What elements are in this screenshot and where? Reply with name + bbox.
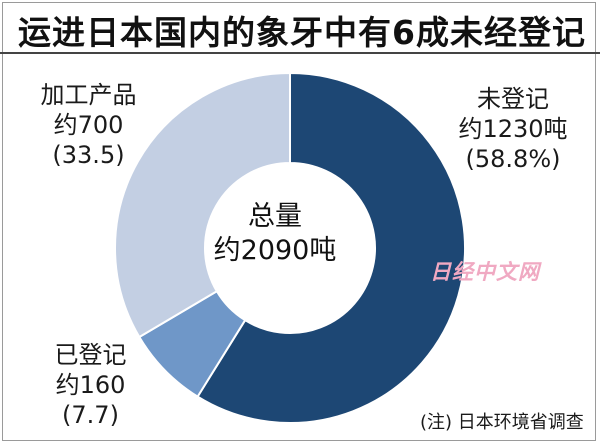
center-total-label: 总量 约2090吨 <box>205 200 345 268</box>
slice-name: 已登记 <box>54 341 127 369</box>
center-label-line-2: 约2090吨 <box>213 235 337 266</box>
slice-value: 约1230吨 <box>458 115 568 143</box>
slice-value: 约700 <box>53 111 124 139</box>
slice-percent: (33.5) <box>52 141 125 169</box>
slice-label-processed: 加工产品 约700 (33.5) <box>26 80 151 170</box>
chart-title: 运进日本国内的象牙中有6成未经登记 <box>18 13 586 52</box>
slice-name: 加工产品 <box>40 81 137 109</box>
slice-percent: (58.8%) <box>465 145 561 173</box>
slice-label-unregistered: 未登记 约1230吨 (58.8%) <box>438 84 588 174</box>
watermark: 日经中文网 <box>430 260 540 284</box>
slice-label-registered: 已登记 约160 (7.7) <box>28 340 153 430</box>
slice-unregistered <box>196 71 466 424</box>
title-divider <box>0 52 600 54</box>
slice-percent: (7.7) <box>62 401 119 429</box>
center-label-line-1: 总量 <box>248 201 302 232</box>
chart-frame <box>2 2 596 441</box>
slice-processed <box>114 71 291 339</box>
slice-name: 未登记 <box>477 85 549 113</box>
slice-value: 约160 <box>55 371 126 399</box>
source-note: (注) 日本环境省调查 <box>420 412 584 433</box>
